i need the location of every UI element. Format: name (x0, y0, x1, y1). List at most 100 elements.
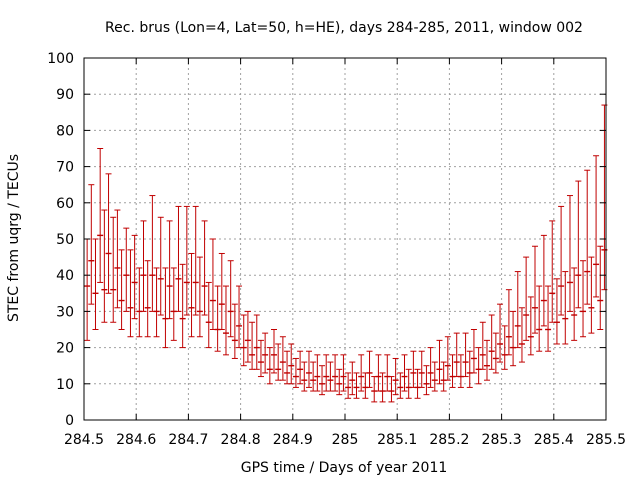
errorbar-point (201, 220, 208, 316)
y-tick-label: 80 (56, 123, 74, 139)
errorbar-point (562, 271, 569, 345)
errorbar-point (392, 357, 399, 396)
errorbar-point (305, 350, 312, 388)
y-tick-label: 30 (56, 304, 74, 320)
y-tick-label: 90 (56, 87, 74, 103)
errorbar-point (288, 343, 295, 385)
errorbar-point (179, 263, 186, 349)
errorbar-point (88, 184, 95, 305)
errorbar-point (462, 332, 469, 378)
x-tick-label: 285.1 (377, 432, 417, 448)
y-tick-label: 70 (56, 160, 74, 176)
errorbar-point (97, 148, 104, 283)
x-tick-label: 284.8 (221, 432, 261, 448)
errorbar-point (266, 347, 273, 385)
errorbar-point (92, 238, 99, 330)
errorbar-point (427, 347, 434, 388)
errorbar-point (227, 260, 234, 338)
x-tick-label: 285.3 (482, 432, 522, 448)
errorbar-point (514, 271, 521, 349)
y-tick-label: 60 (56, 196, 74, 212)
errorbar-point (166, 220, 173, 320)
errorbar-point (584, 169, 591, 305)
errorbar-point (332, 354, 339, 392)
errorbar-point (401, 354, 408, 392)
errorbar-point (553, 278, 560, 345)
series-layer (84, 104, 608, 403)
errorbar-point (170, 267, 177, 341)
y-tick-label: 20 (56, 341, 74, 357)
errorbar-point (183, 205, 190, 316)
axis-layer (83, 57, 607, 421)
errorbar-point (222, 285, 229, 356)
errorbar-point (575, 180, 582, 309)
errorbar-point (175, 205, 182, 312)
errorbar-point (140, 220, 147, 312)
errorbar-point (358, 354, 365, 392)
y-tick-label: 40 (56, 268, 74, 284)
errorbar-point (101, 209, 108, 323)
errorbar-point (527, 296, 534, 356)
x-tick-label: 285.2 (429, 432, 469, 448)
errorbar-point (209, 238, 216, 330)
errorbar-point (366, 350, 373, 388)
errorbar-point (323, 354, 330, 392)
errorbar-point (144, 260, 151, 338)
errorbar-point (153, 267, 160, 338)
errorbar-point (457, 354, 464, 388)
x-tick-label: 285 (332, 432, 359, 448)
errorbar-point (231, 303, 238, 359)
errorbar-point (518, 307, 525, 363)
errorbar-point (431, 361, 438, 392)
x-axis-title: GPS time / Days of year 2011 (241, 460, 448, 476)
errorbar-point (275, 343, 282, 381)
x-tick-label: 285.4 (534, 432, 574, 448)
errorbar-point (388, 376, 395, 403)
plot-frame (83, 57, 607, 421)
errorbar-point (114, 209, 121, 309)
errorbar-point (532, 245, 539, 334)
errorbar-point (410, 350, 417, 388)
errorbar-point (488, 314, 495, 370)
y-tick-label: 10 (56, 377, 74, 393)
errorbar-point (444, 336, 451, 381)
errorbar-point (523, 256, 530, 341)
errorbar-point (353, 372, 360, 399)
y-tick-label: 100 (47, 51, 74, 67)
errorbar-point (249, 321, 256, 370)
errorbar-point (479, 321, 486, 370)
y-tick-label: 0 (65, 413, 74, 429)
errorbar-point (566, 195, 573, 312)
errorbar-point (205, 281, 212, 349)
errorbar-point (418, 350, 425, 388)
errorbar-point (310, 361, 317, 392)
errorbar-point (192, 205, 199, 316)
errorbar-point (188, 252, 195, 338)
errorbar-point (279, 336, 286, 381)
errorbar-point (196, 256, 203, 338)
errorbar-point (127, 249, 134, 338)
errorbar-point (414, 368, 421, 399)
errorbar-point (466, 350, 473, 388)
y-tick-label: 50 (56, 232, 74, 248)
errorbar-point (453, 332, 460, 378)
errorbar-point (436, 339, 443, 385)
errorbar-point (284, 350, 291, 385)
errorbar-point (349, 361, 356, 396)
errorbar-point (397, 372, 404, 399)
errorbar-point (110, 216, 117, 323)
errorbar-point (505, 289, 512, 356)
errorbar-point (492, 332, 499, 374)
errorbar-point (244, 310, 251, 363)
x-tick-label: 284.5 (64, 432, 104, 448)
errorbar-point (580, 260, 587, 338)
errorbar-point (240, 314, 247, 367)
errorbar-point (336, 368, 343, 396)
tick-label-layer: 0 10 20 30 40 50 60 70 80 90 100 284.5 284.6 284.7 284… (47, 51, 626, 448)
errorbar-point (597, 245, 604, 330)
errorbar-point (497, 303, 504, 363)
errorbar-point (297, 350, 304, 385)
errorbar-point (105, 173, 112, 294)
errorbar-point (271, 329, 278, 374)
